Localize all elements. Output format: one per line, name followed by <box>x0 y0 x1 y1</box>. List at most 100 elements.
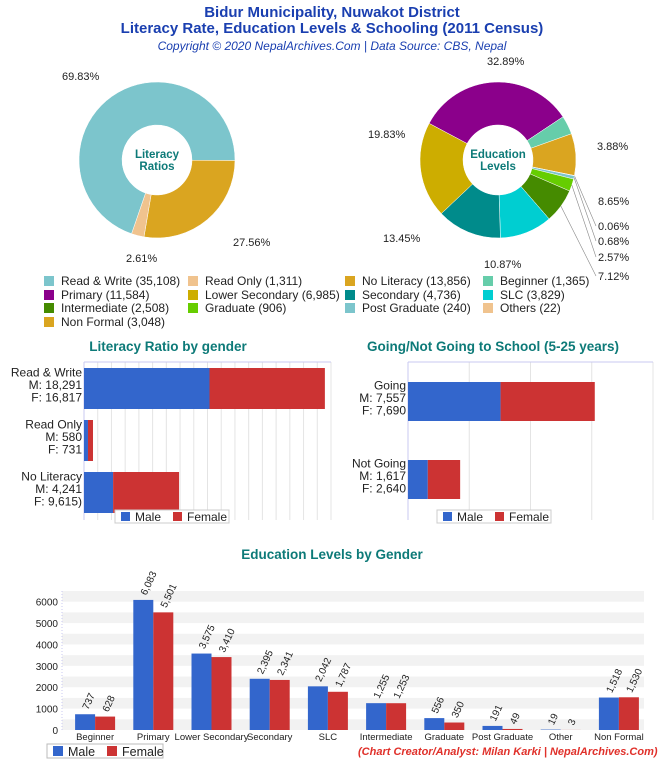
category-label: M: 580 <box>45 430 82 444</box>
bar-male <box>598 697 619 730</box>
slice-label: 0.06% <box>598 221 629 233</box>
donut-center-label: Education <box>470 149 526 161</box>
legend-swatch <box>188 276 198 286</box>
donut-center-label: Levels <box>480 161 516 173</box>
leader-line <box>573 177 597 242</box>
bar-male <box>424 718 445 730</box>
pie-slice-lower-secondary <box>419 123 473 214</box>
y-tick-label: 1000 <box>36 705 59 716</box>
category-label: Read Only <box>25 418 82 432</box>
legend-label: Others (22) <box>500 301 561 315</box>
legend-box <box>46 743 164 759</box>
bar-female <box>500 382 595 421</box>
grid-band <box>62 697 644 709</box>
legend-item: Read & Write (35,108) <box>44 274 180 288</box>
legend-swatch <box>345 276 355 286</box>
y-tick-label: 5000 <box>36 619 59 630</box>
bar-male <box>191 653 212 730</box>
legend-swatch-female <box>107 746 117 756</box>
legend-female: Female <box>187 510 227 524</box>
legend-label: Read & Write (35,108) <box>61 274 181 288</box>
category-label: F: 16,817 <box>31 391 82 405</box>
legend-swatch-male <box>121 512 130 521</box>
legend-item: Graduate (906) <box>188 301 286 315</box>
legend-swatch <box>188 303 198 313</box>
y-tick-label: 2000 <box>36 683 59 694</box>
slice-label: 8.65% <box>598 196 629 208</box>
data-label: 3 <box>566 717 579 727</box>
legend-swatch <box>483 289 493 300</box>
category-label: F: 9,615) <box>34 495 82 509</box>
bar-male <box>408 460 428 499</box>
category-label: M: 4,241 <box>35 482 82 496</box>
legend-male: Male <box>457 510 483 524</box>
legend-item: Post Graduate (240) <box>345 301 471 315</box>
grid-band <box>62 676 644 688</box>
legend-item: Beginner (1,365) <box>483 274 589 288</box>
grid-band <box>62 719 644 730</box>
x-tick-label: Primary <box>137 732 170 743</box>
pie-slice-read-only <box>131 192 152 238</box>
legend-label: Intermediate (2,508) <box>61 301 170 315</box>
bar-female <box>444 722 465 730</box>
legend-swatch <box>345 289 355 300</box>
bar-female <box>95 716 116 730</box>
bar-male <box>84 420 88 461</box>
chart-title: Going/Not Going to School (5-25 years) <box>367 339 619 354</box>
legend-item: Intermediate (2,508) <box>44 301 169 315</box>
category-label: Not Going <box>352 457 406 471</box>
legend-male: Male <box>135 510 161 524</box>
legend-label: Secondary (4,736) <box>362 287 461 302</box>
bar-male <box>75 714 96 730</box>
bar-male <box>307 686 328 730</box>
leader-line <box>571 185 597 258</box>
legend-label: Non Formal (3,048) <box>61 314 166 329</box>
legend-label: Beginner (1,365) <box>500 274 590 288</box>
pie-slice-read-write <box>78 81 236 235</box>
slice-label: 7.12% <box>598 271 629 283</box>
category-label: F: 2,640 <box>362 482 406 496</box>
legend-female: Female <box>122 745 164 759</box>
y-tick-label: 0 <box>52 726 58 737</box>
legend-item: SLC (3,829) <box>483 288 565 302</box>
category-label: M: 1,617 <box>359 469 406 483</box>
legend-male: Male <box>68 745 95 759</box>
legend-swatch <box>44 303 54 313</box>
legend-item: Primary (11,584) <box>44 288 149 302</box>
legend-item: Others (22) <box>483 301 561 315</box>
slice-label: 2.57% <box>598 252 629 264</box>
bar-female <box>209 368 325 409</box>
legend-label: Post Graduate (240) <box>362 301 471 315</box>
bar-female <box>386 703 407 730</box>
legend-item: Secondary (4,736) <box>345 288 461 302</box>
legend-swatch <box>483 303 493 313</box>
legend-box <box>436 509 552 524</box>
slice-label: 0.68% <box>598 236 629 248</box>
grid-band <box>62 633 644 645</box>
legend-female: Female <box>509 510 549 524</box>
data-label: 19 <box>546 712 561 727</box>
x-tick-label: Secondary <box>247 732 293 743</box>
legend-label: Primary (11,584) <box>61 287 150 302</box>
y-tick-label: 4000 <box>36 640 59 651</box>
main-title: Bidur Municipality, Nuwakot District <box>204 4 460 21</box>
legend-swatch-male <box>53 746 63 756</box>
slice-label: 69.83% <box>62 71 100 83</box>
bar-male <box>84 472 114 513</box>
category-label: F: 7,690 <box>362 404 406 418</box>
bar-female <box>211 657 232 730</box>
legend-swatch-male <box>443 512 452 521</box>
legend-item: Lower Secondary (6,985) <box>188 288 340 302</box>
legend-swatch <box>44 276 54 286</box>
x-tick-label: Non Formal <box>594 732 644 743</box>
bar-male <box>133 599 154 730</box>
legend-item: Read Only (1,311) <box>188 274 302 288</box>
pie-slice-no-literacy <box>143 159 236 239</box>
data-label: 49 <box>508 711 523 726</box>
slice-label: 32.89% <box>487 56 525 68</box>
legend-box <box>114 509 230 524</box>
bar-female <box>618 697 639 730</box>
grid-band <box>62 655 644 666</box>
